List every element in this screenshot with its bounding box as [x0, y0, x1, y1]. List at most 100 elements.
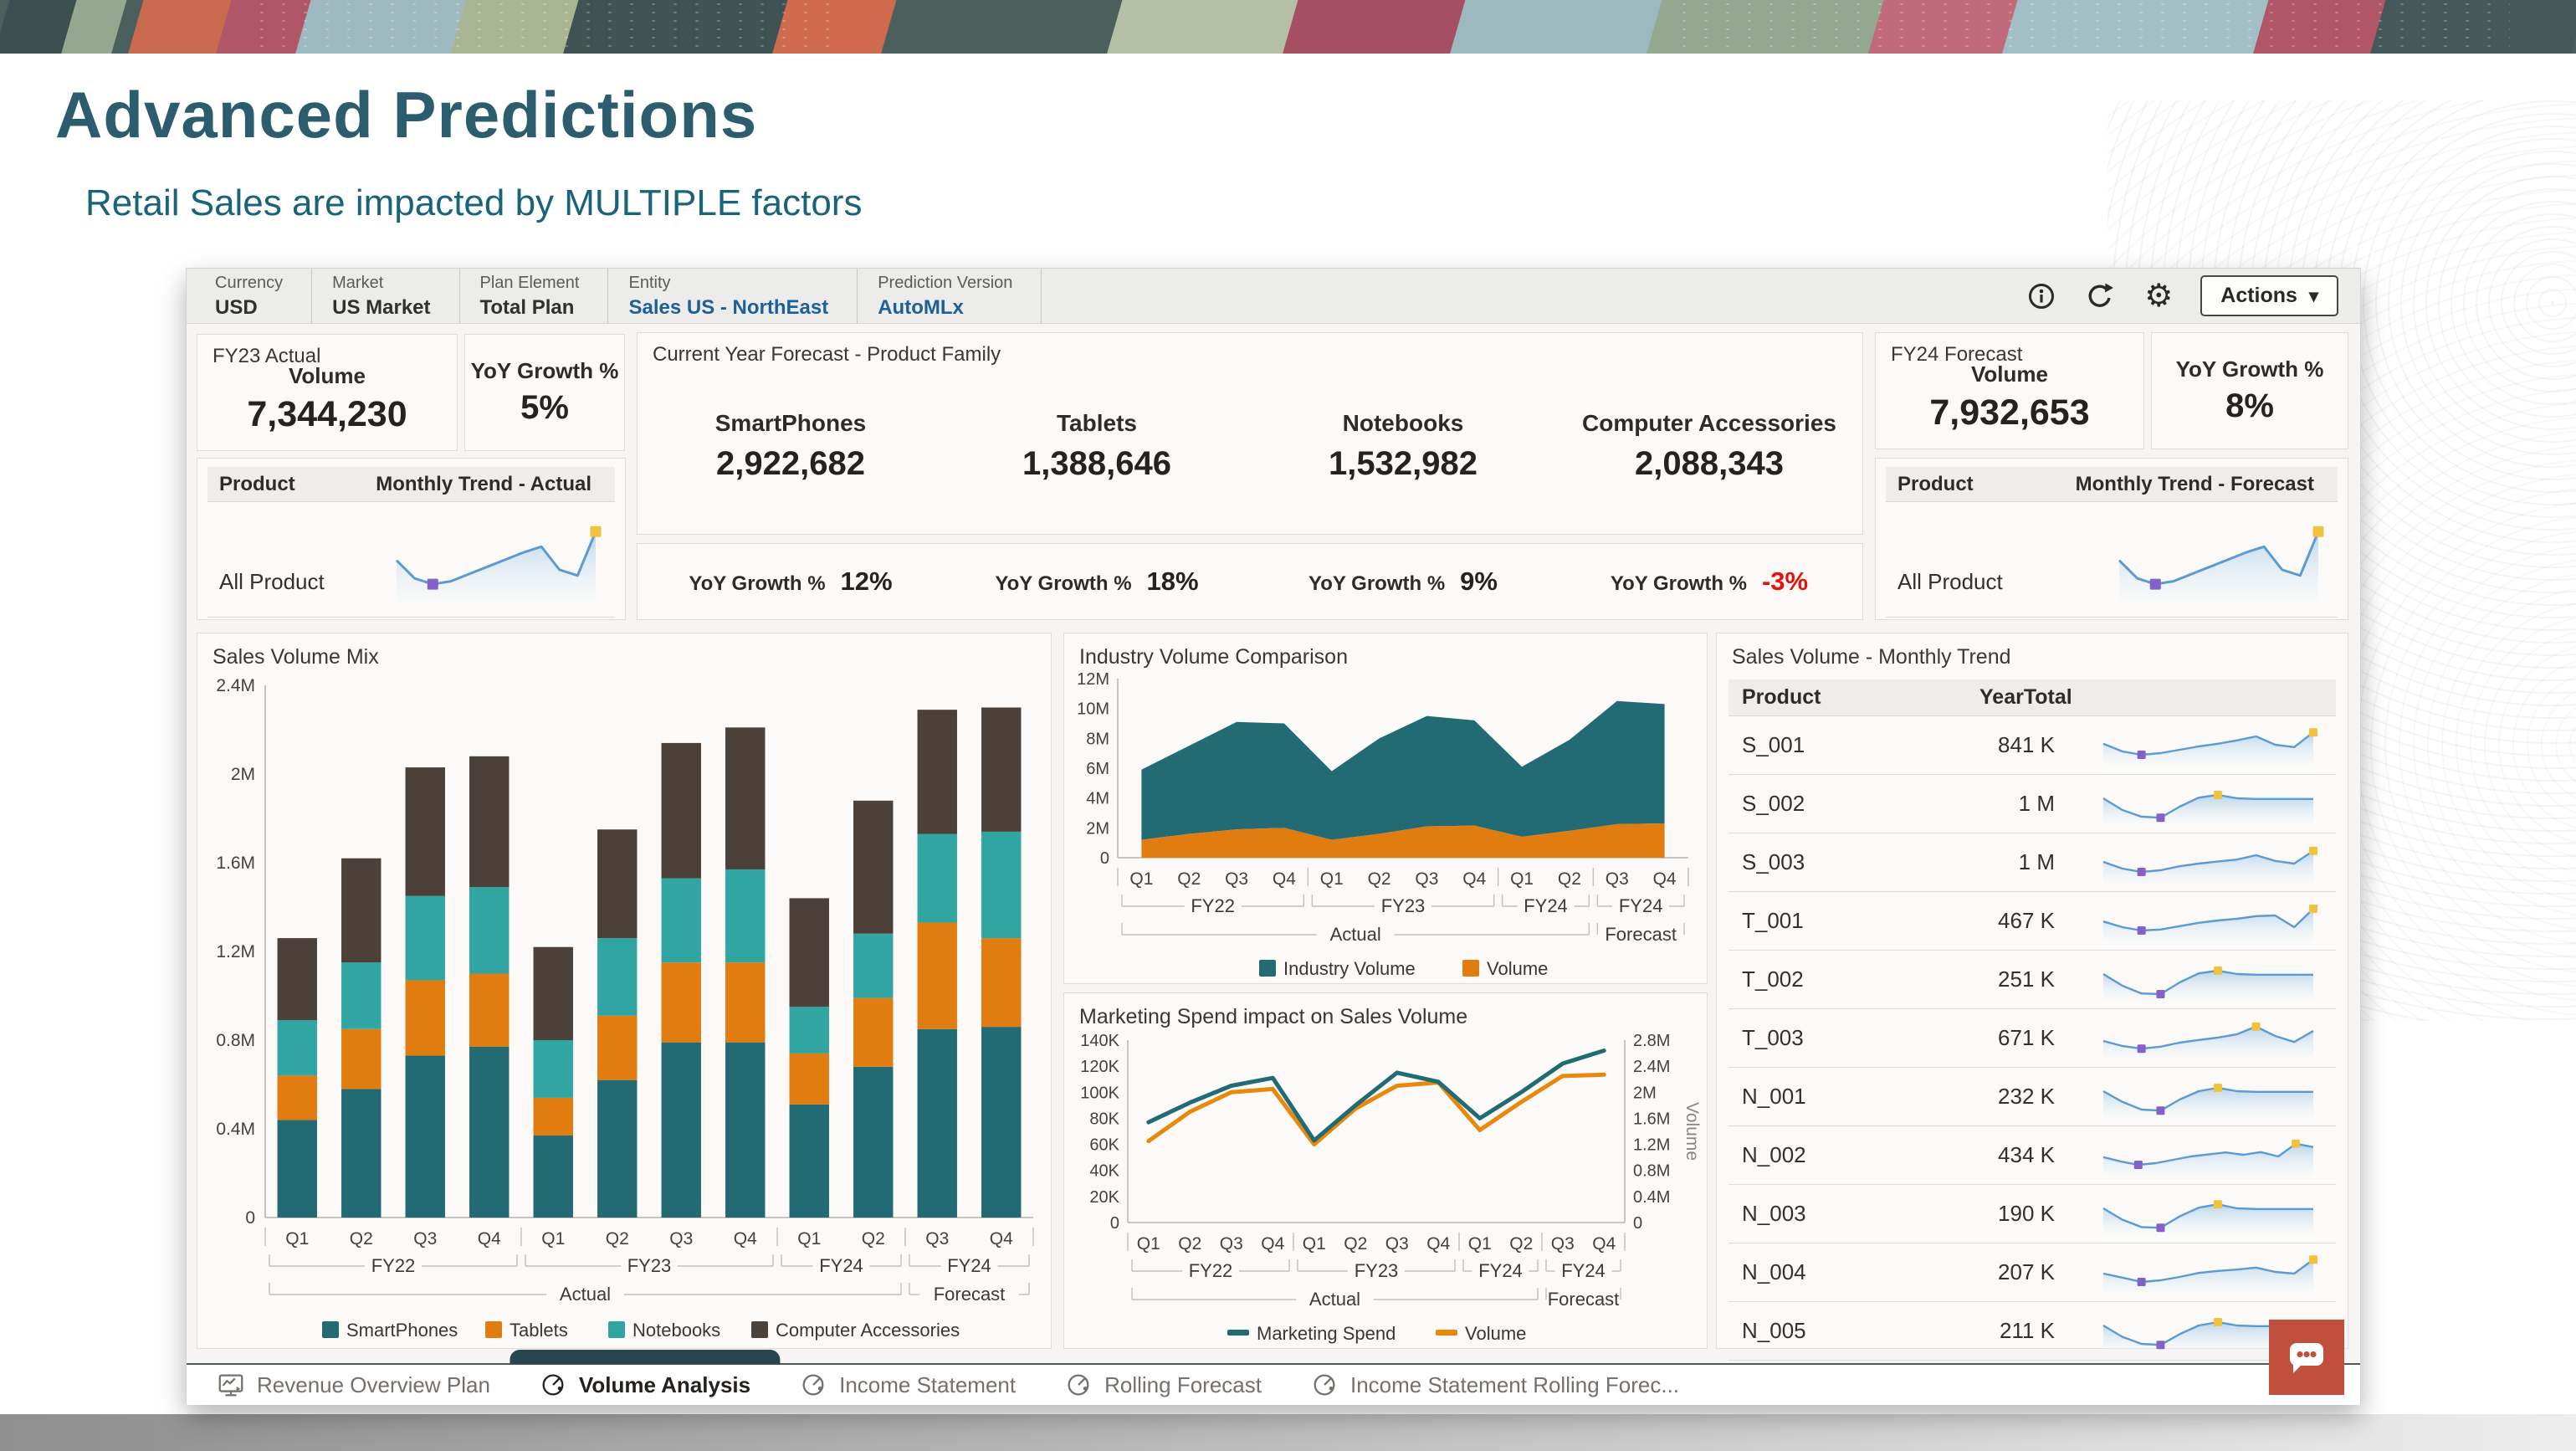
svg-text:Q1: Q1 — [797, 1229, 821, 1248]
page-title: Advanced Predictions — [55, 78, 758, 151]
infolet-chart-icon — [1064, 1371, 1093, 1399]
svg-text:Q2: Q2 — [1177, 869, 1201, 889]
svg-text:Q2: Q2 — [1178, 1234, 1201, 1254]
tab-label: Revenue Overview Plan — [257, 1372, 490, 1397]
actions-button[interactable]: Actions ▾ — [2200, 275, 2338, 316]
forecast-growth-item: YoY Growth % 12% — [638, 567, 944, 597]
forecast-product-name: SmartPhones — [714, 410, 867, 436]
tab-volume-analysis[interactable]: Volume Analysis — [509, 1350, 781, 1405]
monthly-trend-yeartotal: 211 K — [1999, 1318, 2055, 1343]
svg-text:Q3: Q3 — [1606, 869, 1629, 889]
table-row: S_002 1 M — [1728, 775, 2336, 833]
table-row: T_001 467 K — [1728, 892, 2336, 951]
forecast-growth-value: 18% — [1146, 567, 1199, 596]
monthly-trend-sparkline — [2097, 782, 2319, 827]
table-row: S_001 841 K — [1728, 716, 2336, 775]
monthly-trend-yeartotal: 1 M — [2018, 849, 2055, 874]
svg-text:FY24: FY24 — [947, 1255, 991, 1276]
dashboard-tab-bar: Revenue Overview Plan Volume Analysis Inco… — [187, 1350, 2360, 1405]
info-icon[interactable] — [2025, 279, 2058, 313]
trend-forecast-sparkline — [2113, 521, 2324, 605]
svg-text:Q3: Q3 — [669, 1229, 693, 1248]
tab-revenue-overview-plan[interactable]: Revenue Overview Plan — [217, 1365, 490, 1405]
svg-text:Q2: Q2 — [862, 1229, 885, 1248]
trend-actual-row-label: All Product — [219, 569, 325, 594]
table-row: T_003 671 K — [1728, 1009, 2336, 1068]
svg-text:10M: 10M — [1077, 700, 1109, 719]
trend-forecast-row-label: All Product — [1897, 569, 2003, 594]
svg-text:120K: 120K — [1080, 1058, 1119, 1076]
tab-income-statement[interactable]: Income Statement — [799, 1365, 1016, 1405]
svg-text:Q1: Q1 — [1303, 1234, 1326, 1254]
forecast-growth-value: 12% — [840, 567, 893, 596]
pov-field-plan-element[interactable]: Plan Element Total Plan — [460, 269, 609, 323]
trend-forecast-row: All Product — [1886, 502, 2338, 618]
pov-field-label: Prediction Version — [878, 274, 1013, 292]
forecast-growth-value: -3% — [1761, 567, 1809, 596]
svg-text:FY24: FY24 — [1478, 1260, 1523, 1281]
svg-text:1.2M: 1.2M — [216, 942, 255, 961]
forecast-product-value: 2,088,343 — [1635, 445, 1784, 482]
pov-field-currency[interactable]: Currency USD — [195, 269, 313, 323]
forecast-growth-label: YoY Growth % — [1308, 572, 1446, 595]
monthly-trend-yeartotal: 841 K — [1998, 732, 2055, 757]
table-row: N_003 190 K — [1728, 1185, 2336, 1243]
svg-text:Computer Accessories: Computer Accessories — [776, 1320, 960, 1341]
svg-text:Q3: Q3 — [413, 1229, 437, 1248]
svg-text:0.8M: 0.8M — [1633, 1162, 1670, 1181]
tab-label: Income Statement Rolling Forec... — [1349, 1372, 1680, 1397]
forecast-growth-value: 9% — [1460, 567, 1498, 596]
pov-field-value: Sales US - NorthEast — [628, 296, 829, 319]
svg-text:Q3: Q3 — [1220, 1234, 1243, 1254]
dashboard-card: Currency USD Market US Market Plan Element To… — [186, 268, 2361, 1405]
monthly-trend-product: T_002 — [1742, 966, 1804, 992]
forecast-growth-items: YoY Growth % 12% YoY Growth % 18% YoY Growth… — [638, 544, 1862, 619]
svg-text:Q2: Q2 — [1368, 869, 1391, 889]
industry-volume-title: Industry Volume Comparison — [1079, 645, 1348, 669]
monthly-trend-yeartotal: 467 K — [1998, 908, 2055, 933]
pov-field-entity[interactable]: Entity Sales US - NorthEast — [608, 269, 858, 323]
svg-text:1.6M: 1.6M — [216, 854, 255, 873]
chat-button[interactable] — [2269, 1320, 2344, 1395]
marketing-spend-chart: 0 20K 40K 60K 80K 100K 120K 140K 0 0.4M 0.8M 1.2M 1.… — [1069, 1028, 1702, 1345]
svg-text:Q4: Q4 — [1592, 1234, 1616, 1254]
fy23-growth-value: 5% — [520, 389, 569, 426]
svg-text:Q1: Q1 — [285, 1229, 309, 1248]
pov-field-prediction-version[interactable]: Prediction Version AutoMLx — [858, 269, 1042, 323]
svg-text:80K: 80K — [1089, 1110, 1119, 1128]
fy24-growth-label: YoY Growth % — [2175, 356, 2324, 382]
banner-dots — [1673, 0, 2510, 54]
industry-volume-chart: 0 2M 4M 6M 8M 10M 12M Q1 Q2 Q3 Q4 Q1 Q2 Q3 Q4 Q1 Q2 Q3 Q4 F… — [1069, 669, 1702, 980]
table-row: N_002 434 K — [1728, 1126, 2336, 1185]
page-subtitle: Retail Sales are impacted by MULTIPLE fa… — [85, 182, 863, 223]
tab-rolling-forecast[interactable]: Rolling Forecast — [1064, 1365, 1262, 1405]
dashboard-monitor-icon — [217, 1371, 245, 1399]
trend-forecast-col-trend: Monthly Trend - Forecast — [2075, 472, 2314, 495]
active-tab-indicator — [509, 1350, 781, 1364]
settings-gear-icon[interactable]: ⚙ — [2144, 278, 2174, 314]
svg-text:Q4: Q4 — [478, 1229, 501, 1248]
monthly-trend-product: S_001 — [1742, 732, 1805, 757]
svg-text:0: 0 — [1633, 1214, 1642, 1233]
sales-volume-mix-chart: 0 0.4M 0.8M 1.2M 1.6M 2M 2.4M Q1 Q2 Q3 Q4 Q1 Q2 Q3 Q4 Q… — [202, 672, 1046, 1345]
pov-field-market[interactable]: Market US Market — [312, 269, 460, 323]
fy24-growth-panel: YoY Growth % 8% — [2151, 332, 2348, 449]
monthly-trend-yeartotal: 232 K — [1998, 1084, 2055, 1109]
svg-text:Marketing Spend: Marketing Spend — [1257, 1323, 1396, 1344]
refresh-icon[interactable] — [2083, 279, 2117, 313]
fy24-volume-value: 7,932,653 — [1929, 392, 2090, 433]
monthly-trend-sparkline — [2097, 1250, 2319, 1295]
monthly-trend-sparkline — [2097, 1016, 2319, 1061]
svg-text:Volume: Volume — [1487, 958, 1548, 979]
svg-text:FY24: FY24 — [1619, 895, 1663, 916]
monthly-trend-table-header: Product YearTotal — [1728, 679, 2336, 716]
monthly-trend-yeartotal: 207 K — [1998, 1259, 2055, 1284]
monthly-trend-product: N_005 — [1742, 1318, 1806, 1343]
svg-text:8M: 8M — [1086, 730, 1109, 748]
svg-text:2.8M: 2.8M — [1633, 1032, 1670, 1050]
svg-text:0.4M: 0.4M — [1633, 1188, 1670, 1207]
svg-text:Q4: Q4 — [1261, 1234, 1284, 1254]
monthly-trend-sparkline — [2097, 723, 2319, 768]
tab-income-statement-rolling-forec[interactable]: Income Statement Rolling Forec... — [1310, 1365, 1679, 1405]
svg-text:Q4: Q4 — [1273, 869, 1296, 889]
